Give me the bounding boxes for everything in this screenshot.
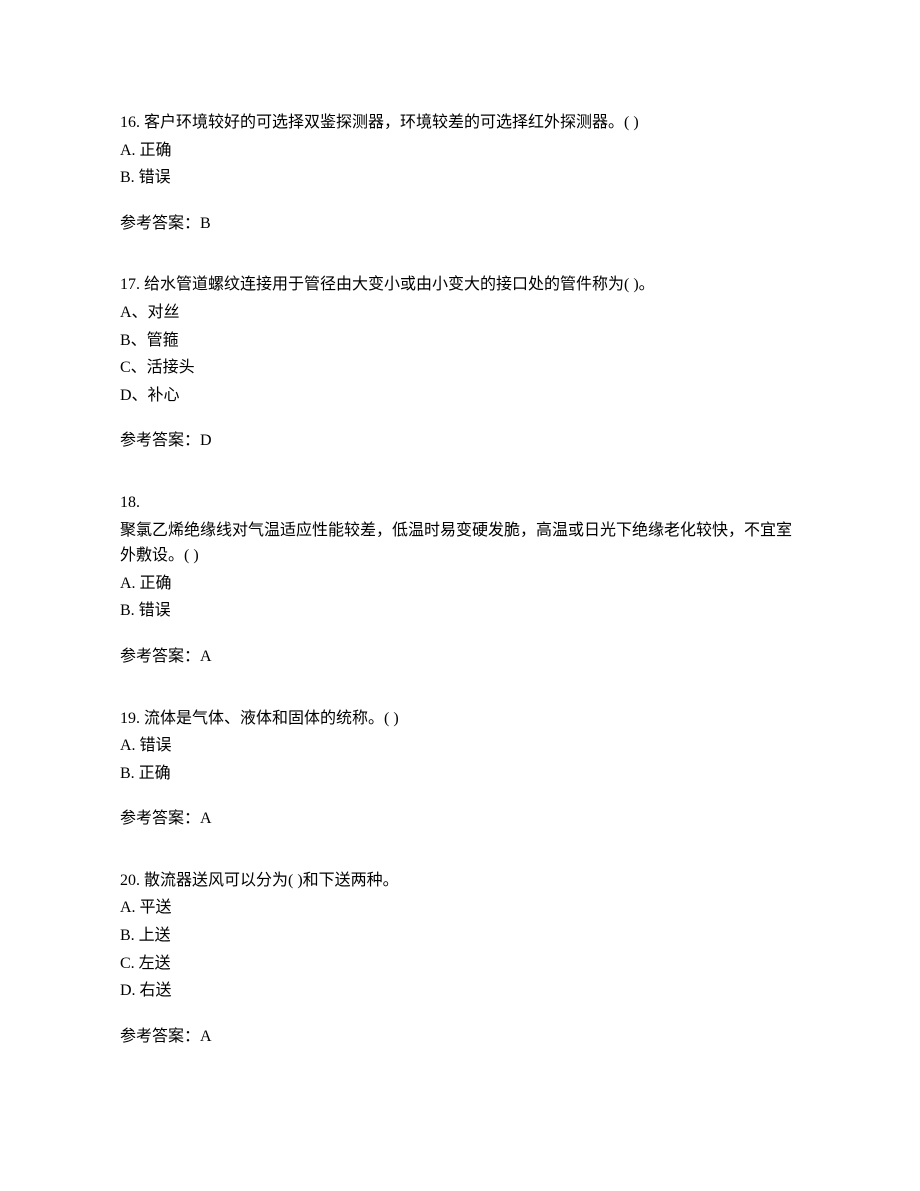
answer-value: A xyxy=(200,648,212,665)
question-number: 17. xyxy=(120,276,140,293)
question-20: 20. 散流器送风可以分为( )和下送两种。 A. 平送 B. 上送 C. 左送… xyxy=(120,868,800,1050)
question-number: 16. xyxy=(120,114,140,131)
question-body: 客户环境较好的可选择双鉴探测器，环境较差的可选择红外探测器。( ) xyxy=(144,114,639,131)
option-d: D、补心 xyxy=(120,383,800,409)
answer-line: 参考答案：A xyxy=(120,1024,800,1050)
answer-line: 参考答案：A xyxy=(120,644,800,670)
question-number: 18. xyxy=(120,494,140,511)
answer-label: 参考答案： xyxy=(120,648,200,665)
question-text: 18. xyxy=(120,490,800,516)
answer-value: B xyxy=(200,215,211,232)
option-b: B. 错误 xyxy=(120,598,800,624)
answer-value: A xyxy=(200,1028,212,1045)
question-text: 20. 散流器送风可以分为( )和下送两种。 xyxy=(120,868,800,894)
option-a: A、对丝 xyxy=(120,300,800,326)
question-18: 18. 聚氯乙烯绝缘线对气温适应性能较差，低温时易变硬发脆，高温或日光下绝缘老化… xyxy=(120,490,800,670)
option-a: A. 正确 xyxy=(120,138,800,164)
question-text: 19. 流体是气体、液体和固体的统称。( ) xyxy=(120,706,800,732)
option-b: B. 上送 xyxy=(120,923,800,949)
answer-label: 参考答案： xyxy=(120,215,200,232)
answer-label: 参考答案： xyxy=(120,810,200,827)
option-d: D. 右送 xyxy=(120,978,800,1004)
question-body: 给水管道螺纹连接用于管径由大变小或由小变大的接口处的管件称为( )。 xyxy=(144,276,655,293)
option-a: A. 平送 xyxy=(120,895,800,921)
answer-line: 参考答案：D xyxy=(120,428,800,454)
option-c: C、活接头 xyxy=(120,355,800,381)
option-b: B. 错误 xyxy=(120,165,800,191)
option-b: B. 正确 xyxy=(120,761,800,787)
question-16: 16. 客户环境较好的可选择双鉴探测器，环境较差的可选择红外探测器。( ) A.… xyxy=(120,110,800,236)
question-17: 17. 给水管道螺纹连接用于管径由大变小或由小变大的接口处的管件称为( )。 A… xyxy=(120,272,800,454)
answer-value: D xyxy=(200,432,212,449)
option-a: A. 错误 xyxy=(120,733,800,759)
question-number: 19. xyxy=(120,710,140,727)
answer-label: 参考答案： xyxy=(120,432,200,449)
question-number: 20. xyxy=(120,872,140,889)
question-body: 散流器送风可以分为( )和下送两种。 xyxy=(144,872,399,889)
answer-label: 参考答案： xyxy=(120,1028,200,1045)
option-c: C. 左送 xyxy=(120,951,800,977)
answer-value: A xyxy=(200,810,212,827)
option-b: B、管箍 xyxy=(120,328,800,354)
question-body: 流体是气体、液体和固体的统称。( ) xyxy=(144,710,399,727)
option-a: A. 正确 xyxy=(120,571,800,597)
answer-line: 参考答案：B xyxy=(120,211,800,237)
answer-line: 参考答案：A xyxy=(120,806,800,832)
question-text: 16. 客户环境较好的可选择双鉴探测器，环境较差的可选择红外探测器。( ) xyxy=(120,110,800,136)
question-19: 19. 流体是气体、液体和固体的统称。( ) A. 错误 B. 正确 参考答案：… xyxy=(120,706,800,832)
question-text: 17. 给水管道螺纹连接用于管径由大变小或由小变大的接口处的管件称为( )。 xyxy=(120,272,800,298)
question-continuation: 聚氯乙烯绝缘线对气温适应性能较差，低温时易变硬发脆，高温或日光下绝缘老化较快，不… xyxy=(120,518,800,569)
